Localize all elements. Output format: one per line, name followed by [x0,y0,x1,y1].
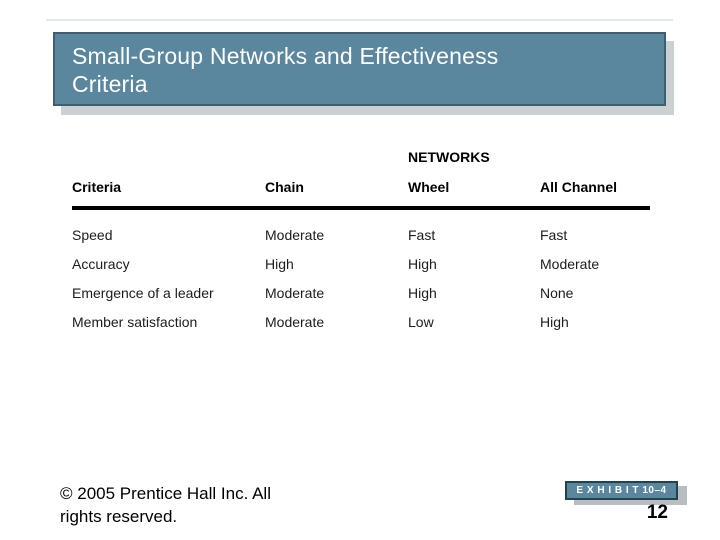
row-label: Member satisfaction [72,314,198,330]
table-cell: High [408,285,437,301]
table-row-accuracy: Accuracy High High Moderate [72,256,650,285]
table-cell: Moderate [265,285,325,301]
networks-table: NETWORKS Criteria Chain Wheel All Channe… [72,149,650,343]
column-header-chain: Chain [265,179,304,195]
slide-title: Small-Group Networks and Effectiveness C… [72,43,499,97]
table-cell: High [540,314,569,330]
table-cell: None [540,285,574,301]
page-number: 12 [646,502,668,523]
table-cell: High [408,256,437,272]
slide-title-box: Small-Group Networks and Effectiveness C… [53,32,666,106]
column-header-criteria: Criteria [72,179,122,195]
table-row-member-satisfaction: Member satisfaction Moderate Low High [72,314,650,343]
table-cell: Moderate [540,256,600,272]
copyright-notice: © 2005 Prentice Hall Inc. All rights res… [60,484,271,526]
row-label: Emergence of a leader [72,285,214,301]
table-cell: Moderate [265,314,325,330]
table-cell: Moderate [265,227,325,243]
row-label: Speed [72,227,113,243]
table-header-row: Criteria Chain Wheel All Channel [72,179,650,206]
table-group-header: NETWORKS [408,149,490,165]
table-row-speed: Speed Moderate Fast Fast [72,227,650,256]
table-cell: Low [408,314,434,330]
table-group-header-row: NETWORKS [72,149,650,179]
exhibit-badge: E X H I B I T 10–4 [565,481,678,500]
slide-top-border [46,19,673,21]
table-cell: Fast [540,227,568,243]
column-header-wheel: Wheel [408,179,450,195]
table-cell: High [265,256,294,272]
table-cell: Fast [408,227,436,243]
column-header-all-channel: All Channel [540,179,618,195]
exhibit-label: E X H I B I T 10–4 [576,485,667,496]
table-header-rule [72,206,650,210]
table-row-emergence-of-a-leader: Emergence of a leader Moderate High None [72,285,650,314]
row-label: Accuracy [72,256,130,272]
